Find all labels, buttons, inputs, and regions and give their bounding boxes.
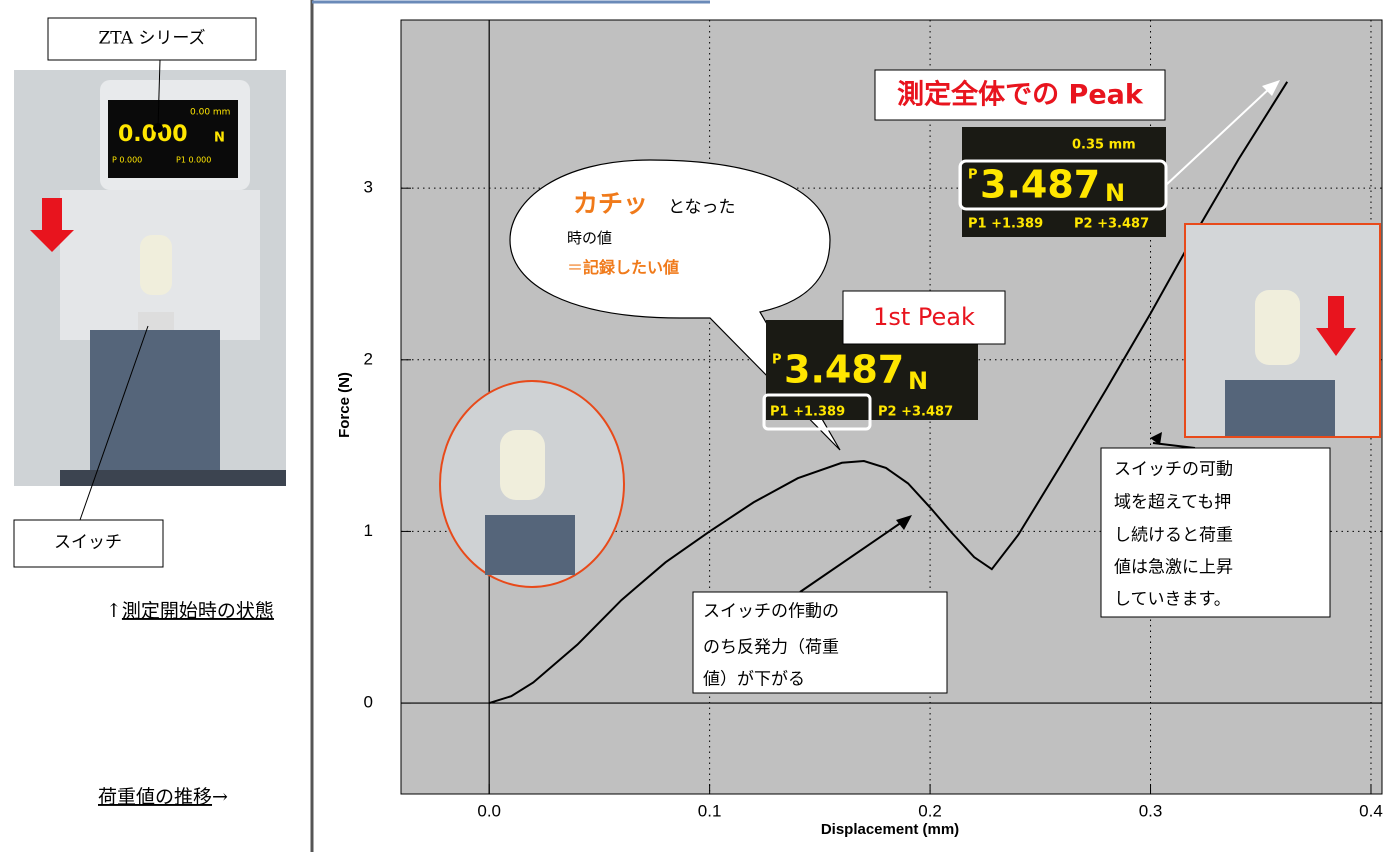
readout-text: P2 +3.487 — [1074, 217, 1149, 232]
annotations: カチッ となった 時の値 ＝記録したい値 P 3.487 N P1 +1.389… — [439, 69, 1381, 694]
caption-part: 荷重値の推移 — [98, 786, 212, 808]
readout-text: P2 +3.487 — [878, 405, 953, 420]
x-tick-label: 0.3 — [1139, 801, 1163, 820]
device-display: P 0.000 — [112, 156, 142, 165]
x-tick-label: 0.0 — [477, 801, 501, 820]
caption: ↑測定開始時の状態 — [106, 600, 274, 622]
note-text: スイッチの作動の — [703, 602, 839, 622]
bubble-text: ＝記録したい値 — [567, 258, 679, 277]
label-box — [13, 519, 164, 568]
readout — [962, 127, 1166, 237]
arrowhead — [896, 515, 912, 530]
readout-text: 0.35 mm — [1072, 138, 1136, 153]
arrow-down — [30, 198, 74, 252]
x-tick-label: 0.4 — [1359, 801, 1383, 820]
note-text: 値）が下がる — [703, 670, 805, 690]
note-text: し続けると荷重 — [1114, 526, 1233, 546]
readout-text: P1 +1.389 — [968, 217, 1043, 232]
note-box — [1100, 447, 1331, 618]
probe — [500, 430, 545, 500]
note-text: スイッチの可動 — [1114, 460, 1233, 480]
first-peak-label: 1st Peak — [873, 303, 975, 331]
readout-text: N — [908, 367, 928, 395]
arrow — [1165, 87, 1271, 186]
label-box — [842, 290, 1006, 345]
note-text: していきます。 — [1114, 590, 1231, 610]
arrow-down — [1316, 296, 1356, 356]
x-axis-label: Displacement (mm) — [821, 821, 959, 838]
bubble-text: 記録したい値 — [583, 258, 679, 277]
peak-all-label: 測定全体での Peak — [897, 79, 1144, 111]
device-display: 0.00 mm — [190, 108, 230, 118]
caption-part: → — [212, 786, 228, 808]
vise — [485, 515, 575, 575]
device-display: 0.000 — [118, 122, 188, 147]
speech-bubble — [509, 159, 841, 451]
arrowhead — [1262, 80, 1280, 96]
device-display: P1 0.000 — [176, 156, 211, 165]
vise — [1225, 380, 1335, 436]
note-text: のち反発力（荷重 — [703, 638, 839, 658]
readout-text: 3.487 — [784, 348, 904, 392]
bubble-text: カチッ — [573, 189, 648, 218]
y-tick-label: 2 — [364, 349, 373, 368]
readout-text: 3.487 — [980, 163, 1100, 207]
y-tick-label: 1 — [364, 521, 373, 540]
readout-text: N — [1105, 179, 1125, 207]
highlight — [762, 393, 872, 431]
readout-text: P1 +1.389 — [770, 405, 845, 420]
x-tick-label: 0.1 — [698, 801, 722, 820]
model-label: ZTA シリーズ — [98, 29, 205, 49]
label-box — [874, 69, 1166, 121]
note-text: 値は急激に上昇 — [1114, 558, 1233, 578]
readout-text: P — [968, 168, 978, 183]
bubble-text: となった — [668, 198, 736, 218]
caption-part: ↑ — [106, 600, 122, 622]
data-line — [488, 81, 1289, 704]
leader-dot — [153, 123, 163, 133]
vise — [90, 330, 220, 470]
x-tick-label: 0.2 — [918, 801, 942, 820]
caption-part: 測定開始時の状態 — [122, 600, 274, 622]
readout-text: P — [772, 353, 782, 368]
switch-label: スイッチ — [54, 533, 122, 553]
device-screen — [108, 100, 238, 178]
base — [60, 470, 286, 486]
y-tick-label: 0 — [364, 693, 373, 712]
bubble-text: 時の値 — [567, 229, 612, 247]
arrow — [799, 519, 906, 593]
device-display: N — [214, 131, 225, 146]
arrowhead — [1150, 432, 1162, 445]
probe — [140, 235, 172, 295]
bubble-text: ＝ — [567, 258, 583, 277]
note-text: 域を超えても押 — [1114, 493, 1231, 513]
leader — [157, 59, 161, 129]
note-box — [692, 591, 948, 694]
y-axis-label: Force (N) — [336, 372, 353, 438]
label-box — [47, 17, 257, 61]
switch — [138, 312, 174, 330]
probe — [1255, 290, 1300, 365]
leader — [79, 325, 149, 521]
caption: 荷重値の推移→ — [98, 786, 228, 808]
y-tick-label: 3 — [364, 178, 373, 197]
